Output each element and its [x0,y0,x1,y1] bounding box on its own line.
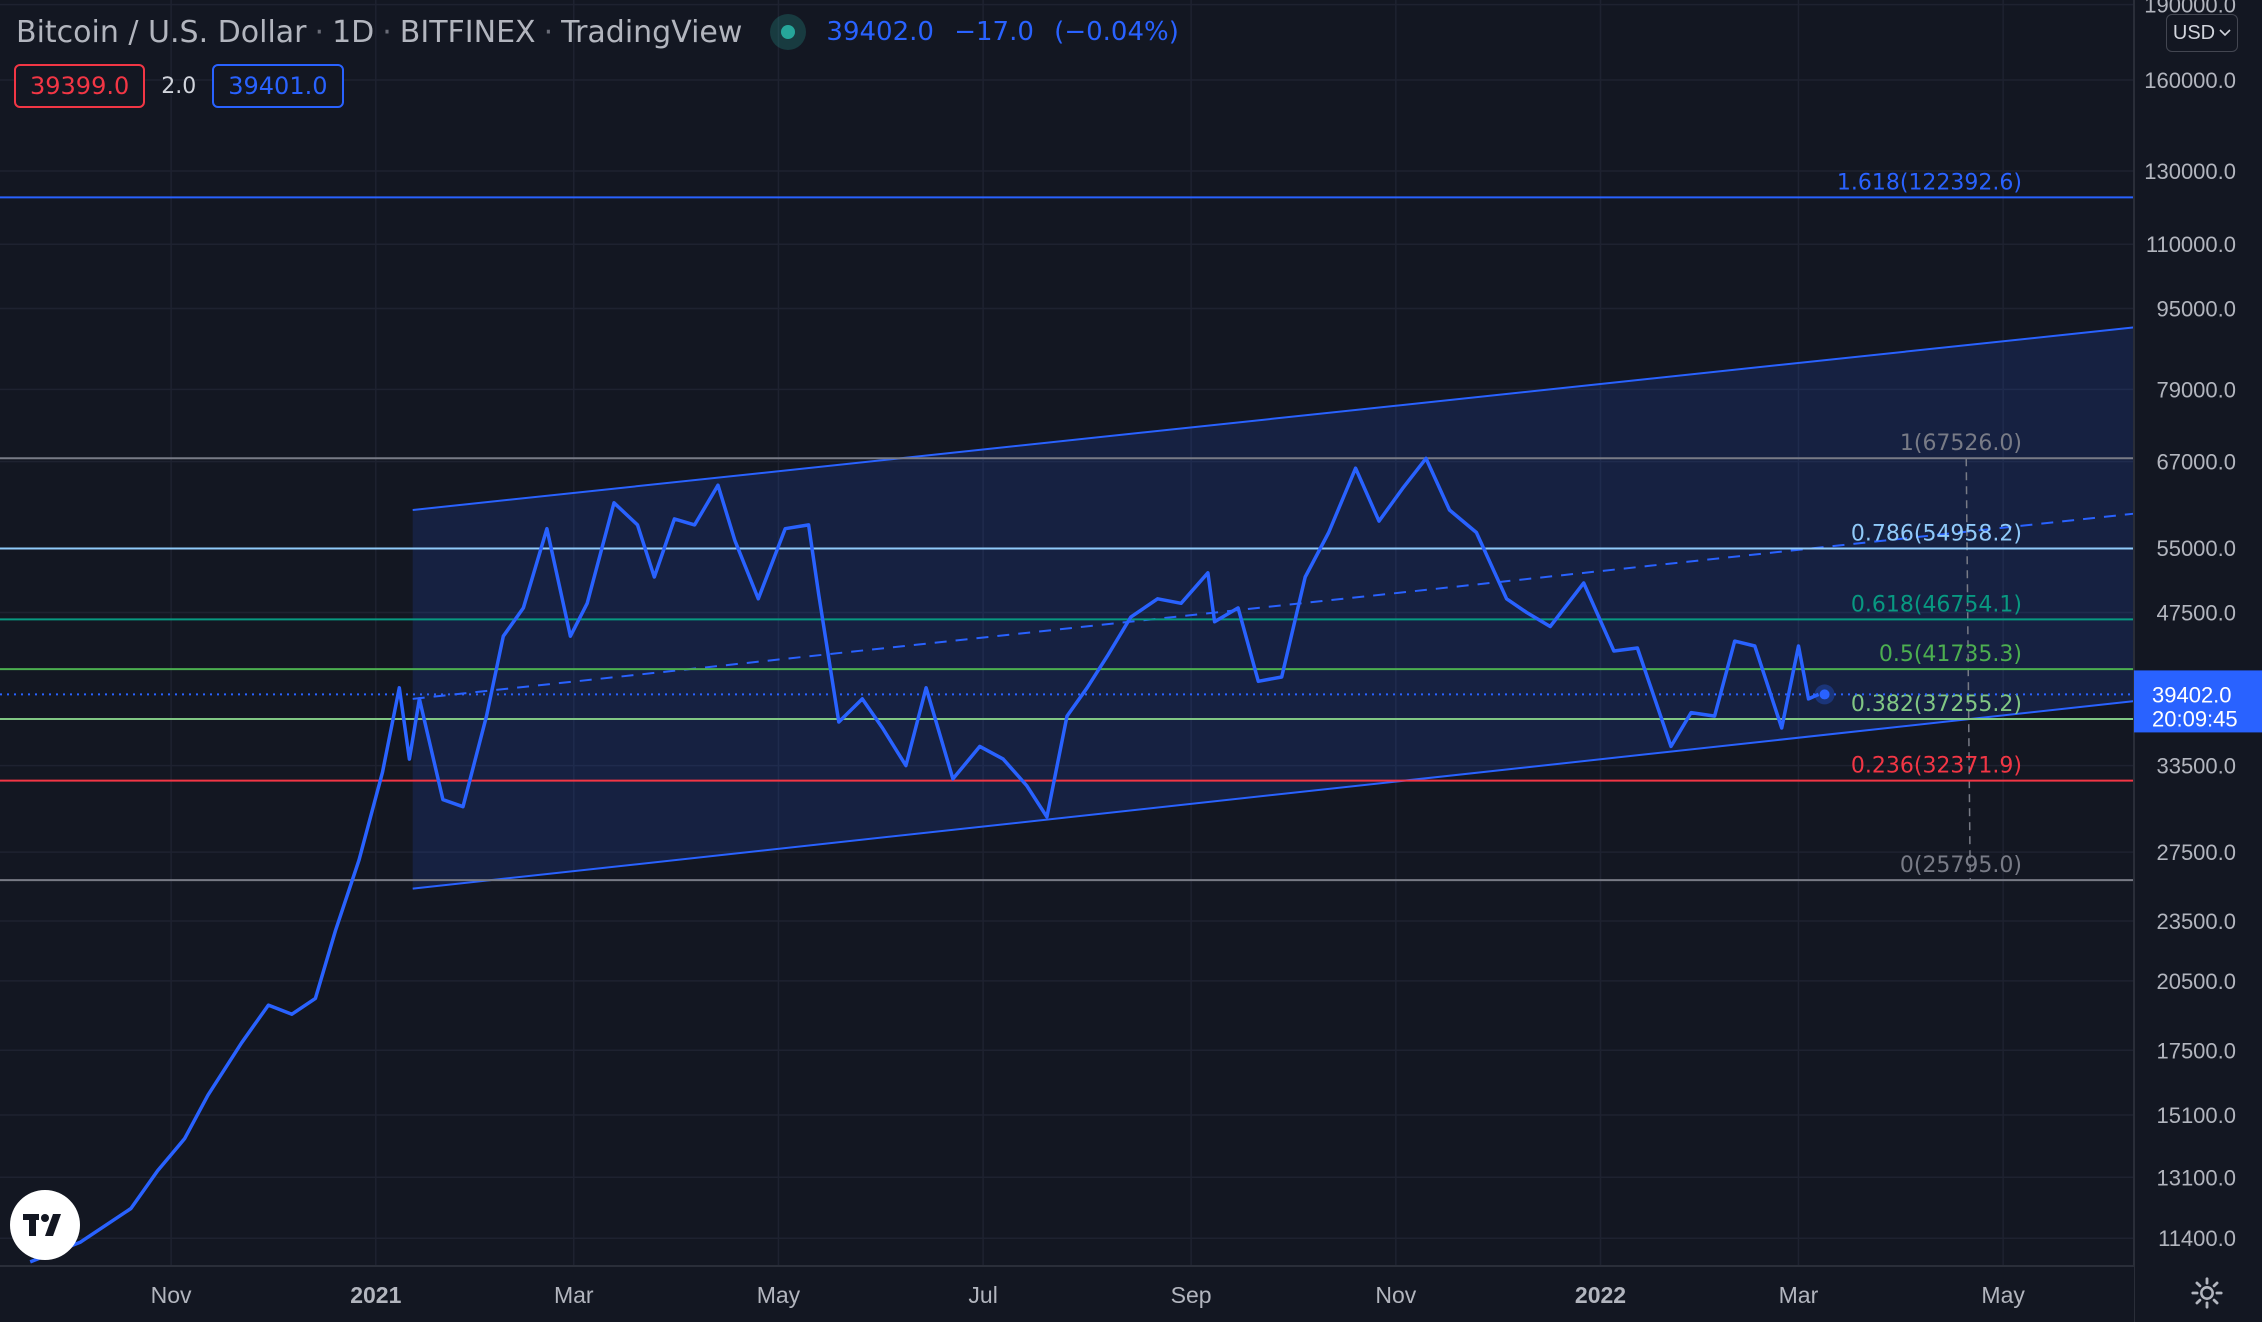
fib-level-label: 1.618(122392.6) [1837,170,2022,195]
time-tick-label: May [1981,1282,2025,1308]
current-price-tag-label: 39402.0 [2152,682,2232,707]
time-tick-label: 2022 [1575,1282,1626,1308]
time-axis-background [0,1266,2134,1322]
fib-level-label: 1(67526.0) [1900,431,2022,456]
price-tick-label: 17500.0 [2156,1038,2236,1063]
price-tick-label: 11400.0 [2158,1226,2236,1251]
price-tick-label: 27500.0 [2156,840,2236,865]
price-change-percent: (−0.04%) [1054,17,1179,47]
price-tick-label: 55000.0 [2156,536,2236,561]
live-status-icon [770,14,807,50]
currency-selector[interactable]: USD [2166,14,2238,52]
price-tick-label: 190000.0 [2144,0,2236,18]
chevron-down-icon [2219,29,2231,37]
price-axis: 190000.0 160000.0 130000.0 110000.0 95000.0 7… [2133,0,2262,1322]
price-tick-label: 67000.0 [2156,450,2236,475]
time-axis: Nov 2021 Mar May Jul Sep Nov 2022 Mar May [0,1265,2134,1322]
fib-level-label: 0.382(37255.2) [1851,692,2022,717]
last-price-marker [1819,689,1830,700]
price-tick-label: 15100.0 [2156,1103,2236,1128]
tradingview-logo-icon[interactable] [10,1190,80,1260]
interval-label[interactable]: 1D [332,14,375,50]
time-tick-label: Sep [1171,1282,1212,1308]
gear-icon[interactable] [2190,1276,2224,1310]
parallel-channel [412,326,2135,890]
chart-legend: Bitcoin / U.S. Dollar · 1D · BITFINEX · … [16,10,1191,54]
currency-label: USD [2172,21,2216,44]
separator-dot: · [314,14,325,50]
time-tick-label: Nov [151,1282,192,1308]
time-tick-label: Mar [554,1282,594,1308]
channel-fill [412,327,2135,889]
channel-upper-line [412,326,2135,512]
chart-grid [0,0,2134,1266]
fib-level-label: 0(25795.0) [1900,853,2022,878]
channel-lower-line [412,700,2135,890]
time-tick-label: Mar [1779,1282,1819,1308]
separator-dot: · [543,14,554,50]
separator-dot: · [382,14,392,50]
price-line [29,456,1820,1264]
time-tick-label: 2021 [350,1282,401,1308]
buy-button[interactable]: 39401.0 [212,64,344,108]
spread-value: 2.0 [161,73,197,99]
price-tick-label: 47500.0 [2156,600,2236,625]
channel-median-line [412,512,2135,700]
price-tick-label: 95000.0 [2156,297,2236,322]
price-tick-label: 33500.0 [2156,754,2236,779]
price-tick-label: 79000.0 [2156,377,2236,402]
price-tick-label: 23500.0 [2156,909,2236,934]
sell-button[interactable]: 39399.0 [14,64,146,108]
source-label: TradingView [561,14,743,50]
price-tick-label: 160000.0 [2144,68,2236,93]
bar-countdown-label: 20:09:45 [2152,706,2238,731]
last-price: 39402.0 [826,17,934,47]
price-tick-label: 130000.0 [2144,159,2236,184]
fib-level-label: 0.618(46754.1) [1851,592,2022,617]
symbol-title[interactable]: Bitcoin / U.S. Dollar [16,14,307,50]
quote-values: 39402.0 −17.0 (−0.04%) [826,17,1190,47]
price-axis-background [2134,0,2262,1322]
time-tick-label: May [757,1282,801,1308]
bid-ask-panel: 39399.0 2.0 39401.0 [14,64,344,108]
price-series [0,456,2134,1264]
exchange-label: BITFINEX [399,14,536,50]
fib-level-label: 0.236(32371.9) [1851,754,2022,779]
price-tick-label: 13100.0 [2156,1165,2236,1190]
fib-retracement: 1.618(122392.6) 1(67526.0) 0.786(54958.2) 0… [0,170,2134,882]
time-tick-label: Nov [1375,1282,1416,1308]
price-tick-label: 110000.0 [2146,232,2236,257]
time-tick-label: Jul [968,1282,997,1308]
current-price-tag [2134,670,2262,733]
fib-level-label: 0.5(41735.3) [1879,642,2022,667]
price-change: −17.0 [954,17,1034,47]
fib-level-label: 0.786(54958.2) [1851,522,2022,547]
price-tick-label: 20500.0 [2156,969,2236,994]
